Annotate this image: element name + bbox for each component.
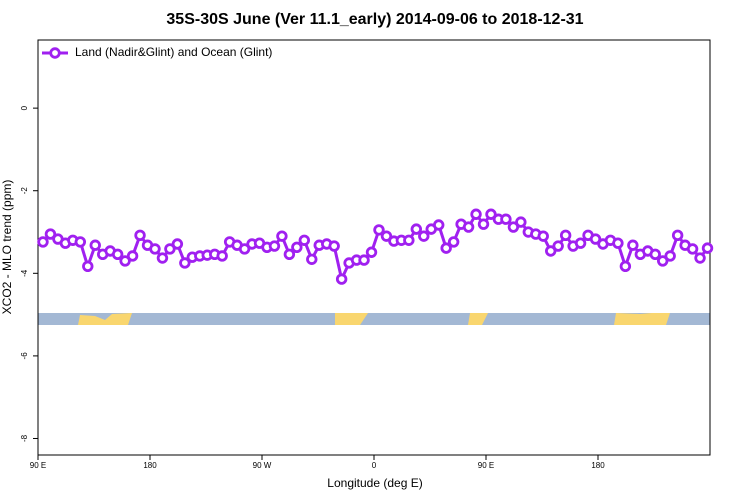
data-point: [440, 242, 452, 254]
data-point: [657, 255, 669, 267]
y-tick-label: 0: [20, 105, 29, 110]
data-point: [268, 240, 281, 252]
data-point: [358, 254, 370, 266]
y-axis-label: XCO2 - MLO trend (ppm): [0, 180, 14, 315]
data-point: [126, 250, 139, 262]
data-point: [403, 234, 415, 246]
data-point: [283, 248, 296, 261]
data-point: [552, 240, 564, 252]
x-tick-label: 180: [591, 461, 605, 470]
data-point: [545, 245, 557, 257]
data-point: [134, 229, 146, 242]
data-point: [216, 250, 228, 262]
data-point: [111, 248, 124, 261]
x-tick-label: 90 E: [478, 461, 494, 470]
data-point: [291, 241, 303, 253]
x-tick-label: 0: [372, 461, 377, 470]
data-point: [119, 255, 131, 267]
data-point: [477, 218, 490, 230]
data-point: [179, 257, 191, 269]
x-tick-label: 90 E: [30, 461, 46, 470]
data-point: [74, 236, 87, 248]
data-point: [612, 237, 624, 249]
data-point: [686, 243, 699, 255]
y-tick-label: -6: [20, 352, 29, 360]
data-point: [671, 229, 684, 242]
y-tick-label: -8: [20, 434, 29, 442]
data-point: [500, 213, 512, 225]
data-point: [433, 219, 445, 231]
data-point: [37, 236, 49, 248]
data-point: [485, 208, 497, 220]
x-tick-label: 90 W: [253, 461, 272, 470]
data-point: [164, 243, 176, 255]
data-point: [149, 243, 161, 255]
y-tick-label: -2: [20, 187, 29, 195]
data-point: [365, 246, 378, 258]
data-point: [462, 221, 475, 233]
x-axis-label: Longitude (deg E): [327, 476, 422, 490]
data-point: [418, 230, 430, 242]
data-point: [380, 230, 393, 242]
data-point: [447, 236, 460, 248]
data-point: [89, 239, 101, 251]
map-strip: [38, 313, 710, 325]
data-point: [238, 243, 251, 255]
chart-title: 35S-30S June (Ver 11.1_early) 2014-09-06…: [166, 11, 583, 28]
data-point: [515, 216, 527, 228]
x-tick-label: 180: [143, 461, 157, 470]
data-point: [335, 273, 348, 285]
data-point: [373, 224, 385, 236]
legend-marker: [49, 47, 61, 59]
y-tick-label: -4: [20, 269, 29, 277]
data-point: [171, 238, 184, 250]
data-point: [664, 250, 676, 262]
data-point: [44, 228, 57, 240]
data-point: [82, 260, 94, 272]
data-point: [470, 208, 482, 220]
data-point: [537, 230, 549, 242]
legend-label: Land (Nadir&Glint) and Ocean (Glint): [75, 45, 272, 59]
data-point: [627, 239, 639, 251]
data-point: [649, 248, 661, 261]
data-point: [410, 223, 423, 235]
data-point: [559, 229, 572, 242]
data-point: [156, 252, 169, 264]
data-point: [328, 240, 340, 252]
data-point: [589, 233, 602, 245]
data-point: [306, 253, 318, 265]
data-point: [276, 230, 288, 242]
data-point: [701, 242, 714, 254]
data-point: [507, 221, 520, 233]
data-point: [619, 260, 632, 272]
data-point: [574, 237, 587, 249]
data-point: [694, 252, 706, 264]
data-point: [298, 234, 311, 246]
